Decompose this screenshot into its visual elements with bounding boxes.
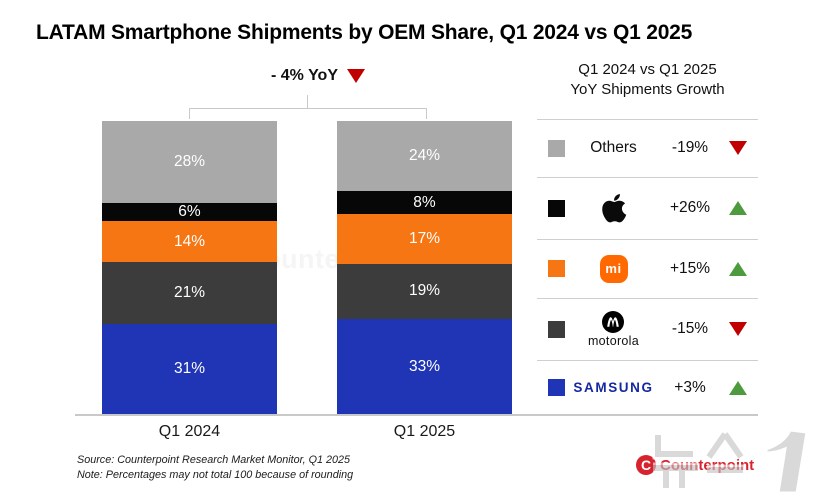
bar-segment-motorola: 19% xyxy=(337,263,512,319)
bar-segment-value: 31% xyxy=(173,360,206,378)
bar-segment-value: 17% xyxy=(408,229,441,247)
bar-segment-value: 19% xyxy=(408,282,441,300)
xiaomi-trend-triangle-icon xyxy=(729,261,747,276)
legend-header-line1: Q1 2024 vs Q1 2025 xyxy=(578,61,717,78)
legend-separator xyxy=(537,298,758,299)
samsung-yoy-pct: +3% xyxy=(674,378,706,396)
bar-segment-value: 8% xyxy=(413,193,436,211)
source-note: Source: Counterpoint Research Market Mon… xyxy=(77,453,353,482)
bar-segment-samsung: 33% xyxy=(337,318,512,415)
legend-header-line2: YoY Shipments Growth xyxy=(570,81,725,98)
counterpoint-logo-icon: C xyxy=(636,455,656,475)
legend-separator xyxy=(537,239,758,240)
counterpoint-brand: C Counterpoint xyxy=(636,455,754,475)
xiaomi-logo-icon: mi xyxy=(565,254,662,283)
motorola-trend-triangle-icon xyxy=(729,322,747,336)
bar-segment-value: 14% xyxy=(173,232,206,250)
bar-segment-value: 24% xyxy=(408,146,441,164)
category-label-q1-2024: Q1 2024 xyxy=(158,423,221,440)
apple-trend-triangle-icon xyxy=(729,201,747,215)
xiaomi-yoy-pct: +15% xyxy=(669,259,711,277)
legend-separator xyxy=(537,177,758,178)
bar-segment-others: 28% xyxy=(102,121,277,204)
bar-segment-others: 24% xyxy=(337,121,512,191)
bar-segment-value: 33% xyxy=(408,357,441,375)
apple-logo-icon xyxy=(565,192,662,224)
samsung-trend-triangle-icon xyxy=(729,380,747,395)
bar-segment-value: 28% xyxy=(173,153,206,171)
legend-header: Q1 2024 vs Q1 2025 YoY Shipments Growth xyxy=(537,60,758,100)
bracket-horizontal xyxy=(189,108,427,109)
samsung-wordmark: SAMSUNG xyxy=(573,380,654,395)
yoy-label: - 4% YoY xyxy=(271,67,338,84)
samsung-logo-icon: SAMSUNG xyxy=(565,380,662,395)
legend-separator xyxy=(537,360,758,361)
x-axis-line xyxy=(75,414,758,416)
bar-segment-value: 21% xyxy=(173,283,206,301)
stacked-bar-q1-2024: 28% 6% 14% 21% 31% xyxy=(102,121,277,415)
legend-row-xiaomi: mi +15% xyxy=(537,239,758,298)
motorola-yoy-pct: -15% xyxy=(671,320,709,337)
bracket-right-drop xyxy=(426,108,427,119)
stacked-bar-q1-2025: 24% 8% 17% 19% 33% xyxy=(337,121,512,415)
legend-row-motorola: motorola -15% xyxy=(537,298,758,360)
yoy-annotation: - 4% YoY xyxy=(271,67,365,85)
motorola-wordmark: motorola xyxy=(587,334,640,349)
bar-segment-xiaomi: 14% xyxy=(102,220,277,263)
legend-row-samsung: SAMSUNG +3% xyxy=(537,360,758,415)
samsung-swatch xyxy=(548,379,565,396)
bar-segment-motorola: 21% xyxy=(102,262,277,324)
others-trend-triangle-icon xyxy=(729,141,747,155)
others-label: Others xyxy=(590,139,637,156)
legend-separator xyxy=(537,119,758,120)
apple-yoy-pct: +26% xyxy=(669,199,711,216)
bar-segment-apple: 8% xyxy=(337,190,512,215)
xiaomi-swatch xyxy=(548,260,565,277)
motorola-swatch xyxy=(548,320,565,338)
bracket-center-stub xyxy=(307,95,308,108)
others-swatch xyxy=(548,139,565,157)
page-title: LATAM Smartphone Shipments by OEM Share,… xyxy=(36,21,693,44)
yoy-down-triangle-icon xyxy=(346,69,365,83)
bar-segment-value: 6% xyxy=(178,203,201,221)
source-line: Source: Counterpoint Research Market Mon… xyxy=(77,454,351,466)
note-line: Note: Percentages may not total 100 beca… xyxy=(77,468,354,481)
motorola-logo-icon: motorola xyxy=(565,310,662,348)
bar-segment-samsung: 31% xyxy=(102,323,277,415)
apple-swatch xyxy=(548,199,565,217)
others-yoy-pct: -19% xyxy=(671,139,709,156)
legend-row-others: Others -19% xyxy=(537,119,758,177)
category-label-q1-2025: Q1 2025 xyxy=(393,423,456,440)
legend-row-apple: +26% xyxy=(537,177,758,239)
bracket-left-drop xyxy=(189,108,190,119)
bar-segment-apple: 6% xyxy=(102,203,277,221)
counterpoint-brand-text: Counterpoint xyxy=(660,456,755,474)
bar-segment-xiaomi: 17% xyxy=(337,214,512,264)
